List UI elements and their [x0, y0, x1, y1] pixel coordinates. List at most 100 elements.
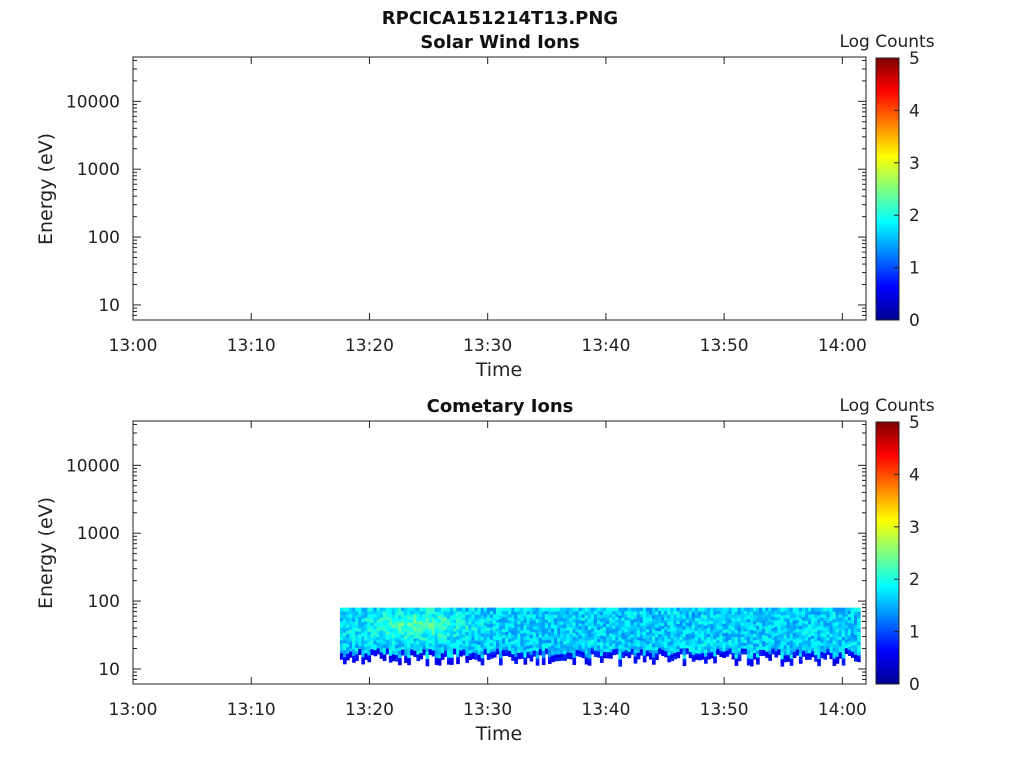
spectrogram-cell — [517, 655, 522, 660]
spectrogram-cell — [780, 622, 785, 627]
spectrogram-cell — [450, 611, 454, 616]
spectrogram-cell — [857, 611, 861, 615]
spectrogram-cell — [765, 620, 769, 624]
spectrogram-cell — [339, 630, 344, 634]
spectrogram-cell — [832, 658, 837, 663]
spectrogram-cell — [394, 647, 399, 652]
spectrogram-cell — [502, 649, 506, 654]
spectrogram-cell — [520, 623, 525, 628]
spectrogram-cell — [700, 643, 705, 647]
spectrogram-cell — [844, 621, 849, 626]
spectrogram-cell — [599, 638, 604, 643]
spectrogram-cell — [425, 643, 430, 649]
spectrogram-cell — [850, 635, 855, 640]
spectrogram-cell — [367, 614, 372, 619]
spectrogram-cell — [627, 635, 632, 640]
spectrogram-cell — [346, 653, 350, 658]
spectrogram-cell — [453, 642, 457, 646]
spectrogram-cell — [520, 642, 525, 647]
spectrogram-cell — [768, 624, 772, 628]
spectrogram-cell — [520, 632, 525, 637]
spectrogram-cell — [774, 607, 779, 612]
spectrogram-cell — [422, 637, 427, 641]
spectrogram-cell — [342, 621, 347, 626]
spectrogram-cell — [569, 649, 574, 653]
spectrogram-cell — [560, 630, 564, 635]
spectrogram-cell — [443, 647, 448, 651]
spectrogram-cell — [673, 649, 678, 653]
spectrogram-cell — [388, 645, 393, 650]
spectrogram-cell — [841, 636, 846, 641]
spectrogram-cell — [642, 631, 647, 636]
colorbar-tick-label: 1 — [909, 259, 920, 279]
spectrogram-cell — [492, 650, 497, 655]
spectrogram-cell — [676, 613, 681, 618]
spectrogram-cell — [596, 629, 601, 633]
spectrogram-cell — [798, 628, 803, 633]
spectrogram-cell — [691, 647, 696, 652]
spectrogram-cell — [367, 644, 372, 649]
spectrogram-cell — [578, 638, 583, 642]
spectrogram-cell — [361, 614, 365, 619]
spectrogram-cell — [523, 639, 528, 644]
spectrogram-cell — [416, 617, 421, 622]
spectrogram-cell — [639, 613, 644, 618]
spectrogram-cell — [746, 654, 751, 659]
spectrogram-cell — [658, 613, 662, 617]
spectrogram-cell — [523, 618, 528, 623]
panel-cometary: Cometary Ions Energy (eV) Time 13:00 13:1… — [35, 396, 935, 745]
spectrogram-cell — [722, 632, 727, 637]
spectrogram-cell — [578, 629, 583, 633]
spectrogram-cell — [352, 614, 356, 619]
spectrogram-cell — [606, 632, 610, 637]
spectrogram-cell — [752, 630, 757, 634]
spectrogram-cell — [682, 643, 687, 648]
spectrogram-cell — [520, 655, 525, 659]
spectrogram-cell — [811, 635, 815, 639]
spectrogram-cell — [339, 636, 344, 641]
spectrogram-cell — [471, 633, 476, 637]
spectrogram-cell — [428, 636, 433, 641]
spectrogram-cell — [560, 653, 564, 658]
spectrogram-cell — [731, 614, 736, 618]
spectrogram-cell — [566, 648, 570, 653]
spectrogram-cell — [434, 657, 439, 662]
spectrogram-cell — [661, 634, 665, 639]
spectrogram-cell — [416, 634, 421, 638]
spectrogram-cell — [743, 610, 748, 615]
spectrogram-cell — [575, 625, 580, 630]
spectrogram-cell — [639, 610, 644, 615]
spectrogram-cell — [805, 627, 809, 631]
spectrogram-cell — [707, 623, 711, 628]
spectrogram-cell — [416, 610, 421, 615]
spectrogram-cell — [391, 617, 396, 622]
spectrogram-cell — [850, 629, 855, 634]
spectrogram-cell — [857, 658, 861, 663]
spectrogram-cell — [740, 627, 745, 632]
spectrogram-cell — [777, 613, 782, 618]
spectrogram-cell — [367, 648, 372, 653]
spectrogram-cell — [450, 650, 454, 655]
spectrogram-cell — [642, 627, 647, 632]
spectrogram-cell — [547, 642, 552, 647]
spectrogram-cell — [661, 646, 665, 651]
spectrogram-cell — [431, 610, 436, 615]
spectrogram-cell — [517, 623, 522, 628]
spectrogram-cell — [771, 645, 776, 649]
spectrogram-cell — [544, 636, 549, 640]
spectrogram-cell — [468, 630, 473, 635]
spectrogram-cell — [462, 648, 466, 653]
spectrogram-cell — [404, 614, 408, 619]
spectrogram-cell — [367, 611, 372, 615]
spectrogram-cell — [691, 621, 696, 625]
spectrogram-cell — [700, 620, 705, 625]
spectrogram-cell — [694, 652, 699, 657]
spectrogram-cell — [450, 618, 454, 623]
spectrogram-cell — [853, 627, 858, 632]
spectrogram-cell — [737, 634, 742, 639]
spectrogram-cell — [468, 652, 473, 657]
spectrogram-cell — [624, 616, 629, 621]
spectrogram-cell — [349, 616, 353, 621]
spectrogram-cell — [820, 626, 824, 631]
spectrogram-cell — [823, 636, 828, 641]
